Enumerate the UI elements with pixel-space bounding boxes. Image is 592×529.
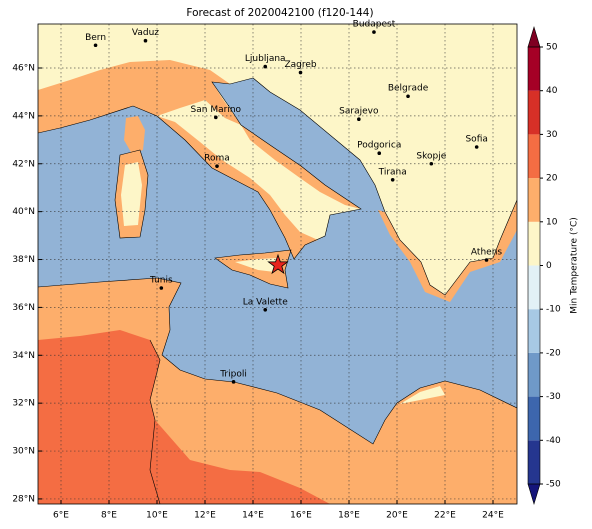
border-africa: [149, 339, 161, 504]
city-label: Tunis: [149, 276, 173, 286]
city-label: Podgorica: [357, 141, 401, 151]
lon-tick-label: 14°E: [242, 511, 264, 521]
lon-tick-label: 12°E: [194, 511, 216, 521]
lat-tick-label: 44°N: [12, 111, 35, 121]
colorbar-tick-label: 50: [546, 43, 558, 53]
warm-coast-balkans: [378, 200, 517, 302]
colorbar-band: [528, 47, 540, 91]
cyrenaica-warm: [400, 386, 445, 404]
city-dot: [263, 64, 268, 69]
city-label: Ljubljana: [245, 54, 286, 64]
city-label: Athens: [471, 247, 502, 257]
lat-tick-label: 34°N: [12, 351, 35, 361]
lon-tick-label: 20°E: [386, 511, 408, 521]
city-label: Roma: [204, 154, 230, 164]
city-dot: [263, 307, 268, 312]
city-label: Sarajevo: [339, 107, 379, 117]
lon-tick-label: 10°E: [146, 511, 168, 521]
city-dot: [231, 380, 236, 384]
lat-tick-label: 36°N: [12, 303, 35, 313]
city-dot: [484, 258, 489, 262]
city-dot: [357, 117, 361, 122]
city-label: Tirana: [378, 167, 407, 177]
colorbar-tick-label: 40: [546, 86, 558, 96]
border-lines: [38, 105, 134, 134]
city-label: Sofia: [465, 135, 487, 145]
colorbar-tick-label: -10: [546, 305, 561, 315]
lat-tick-label: 42°N: [12, 159, 35, 169]
colorbar-over: [527, 25, 541, 48]
city-dot: [93, 43, 98, 48]
colorbar-band: [528, 221, 540, 266]
city-dot: [377, 151, 382, 156]
city-dot: [215, 164, 219, 168]
city-label: Budapest: [353, 20, 396, 30]
city-dot: [143, 38, 148, 43]
colorbar-tick-label: 10: [546, 217, 558, 227]
sicily-inner: [235, 258, 278, 272]
colorbar-band: [528, 309, 540, 353]
corsica: [124, 116, 145, 154]
city-dot: [429, 161, 434, 166]
graticule: 6°E 8°E 10°E 12°E 14°E 16°E 18°E 20°E 22°E 24°E 28…: [12, 24, 517, 521]
coastline-italy: [132, 77, 362, 260]
warm-coast-italy: [157, 116, 318, 259]
city-dot: [406, 94, 410, 99]
city-dot: [474, 145, 479, 149]
city-label: Belgrade: [388, 84, 429, 94]
colorbar-tick-label: -40: [546, 436, 561, 446]
lon-tick-label: 16°E: [290, 511, 312, 521]
colorbar-band: [528, 178, 540, 222]
warm-lowland: [38, 60, 241, 133]
city-label: Skopje: [416, 151, 446, 161]
city-dot: [214, 115, 218, 120]
city-label: La Valette: [243, 297, 288, 307]
colorbar-tick-label: 20: [546, 174, 558, 184]
colorbar-label: Min Temperature (°C): [570, 217, 580, 314]
lat-tick-label: 40°N: [12, 207, 35, 217]
lon-tick-label: 6°E: [53, 511, 69, 521]
city-label: Vaduz: [132, 28, 159, 38]
lon-tick-label: 18°E: [338, 511, 360, 521]
colorbar-under: [527, 483, 541, 506]
lon-tick-label: 24°E: [482, 511, 504, 521]
colorbar-band: [528, 440, 540, 484]
lat-tick-label: 32°N: [12, 399, 35, 409]
colorbar-band: [528, 396, 540, 441]
colorbar-tick-label: 0: [546, 261, 552, 271]
title: Forecast of 2020042100 (f120-144): [186, 7, 373, 19]
location-marker: [267, 253, 289, 275]
city-label: Tripoli: [219, 369, 247, 379]
coast-sicily: [214, 249, 292, 289]
lat-tick-label: 28°N: [12, 494, 35, 504]
lat-tick-label: 46°N: [12, 64, 35, 74]
lon-tick-label: 8°E: [101, 511, 117, 521]
city-dot: [159, 286, 164, 290]
colorbar-tick-label: -50: [546, 480, 561, 490]
map-frame: [37, 23, 518, 505]
city-label: San Marino: [191, 105, 242, 115]
colorbar-band: [528, 265, 540, 310]
city-dot: [390, 177, 395, 182]
city-label: Bern: [85, 33, 106, 43]
lat-tick-label: 38°N: [12, 255, 35, 265]
colorbar-tick-label: 30: [546, 130, 558, 140]
sardinia-inner: [121, 162, 142, 226]
colorbar-tick-label: -30: [546, 392, 561, 402]
colorbar-tick-label: -20: [546, 348, 561, 358]
city-label: Zagreb: [284, 60, 316, 70]
colorbar-band: [528, 352, 540, 397]
lon-tick-label: 22°E: [434, 511, 456, 521]
colorbar-band: [528, 90, 540, 135]
coast-islands: [114, 149, 149, 239]
lat-tick-label: 30°N: [12, 447, 35, 457]
africa-hot: [38, 330, 330, 504]
city-dot: [372, 30, 376, 34]
colorbar: -50 -40 -30 -20 -10 0 10 20 30 40 50 Min Temperatur…: [527, 25, 580, 506]
colorbar-band: [528, 134, 540, 179]
city-dot: [298, 70, 303, 75]
